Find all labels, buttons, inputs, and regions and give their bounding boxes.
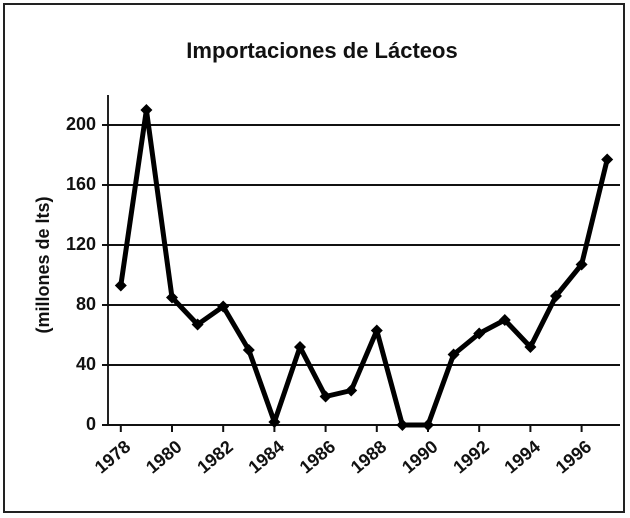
marker — [550, 290, 562, 302]
x-tick-label: 1992 — [449, 436, 493, 477]
y-tick-label: 120 — [66, 234, 96, 254]
marker — [498, 314, 511, 326]
y-tick-label: 0 — [86, 414, 96, 434]
y-tick-label: 160 — [66, 174, 96, 194]
y-tick-label: 40 — [76, 354, 96, 374]
x-tick-label: 1988 — [347, 436, 391, 477]
y-tick-label: 80 — [76, 294, 96, 314]
marker — [396, 419, 409, 431]
x-tick-label: 1978 — [91, 436, 135, 477]
chart-title: Importaciones de Lácteos — [186, 38, 457, 63]
line — [118, 107, 610, 428]
marker — [166, 291, 178, 304]
marker — [422, 419, 434, 431]
marker — [447, 348, 460, 361]
x-tick-label: 1980 — [142, 436, 186, 477]
marker — [191, 318, 204, 331]
x-tick-label: 1996 — [552, 436, 596, 477]
marker — [268, 416, 281, 428]
marker — [217, 300, 230, 313]
x-tick-label: 1986 — [296, 436, 340, 477]
marker — [524, 341, 537, 353]
x-tick-label: 1982 — [193, 436, 237, 477]
marker — [114, 279, 127, 292]
x-tick-label: 1990 — [398, 436, 442, 477]
marker — [575, 258, 588, 271]
marker — [140, 104, 153, 116]
marker — [345, 384, 358, 397]
marker — [601, 153, 614, 166]
marker — [370, 324, 383, 337]
y-tick-label: 200 — [66, 114, 96, 134]
marker — [294, 341, 306, 353]
marker — [319, 390, 332, 403]
y-axis-label: (millones de lts) — [33, 196, 53, 333]
marker — [242, 344, 255, 356]
frame — [3, 3, 625, 513]
x-tick-label: 1994 — [500, 436, 544, 477]
marker — [473, 327, 486, 340]
x-tick-label: 1984 — [244, 436, 288, 477]
